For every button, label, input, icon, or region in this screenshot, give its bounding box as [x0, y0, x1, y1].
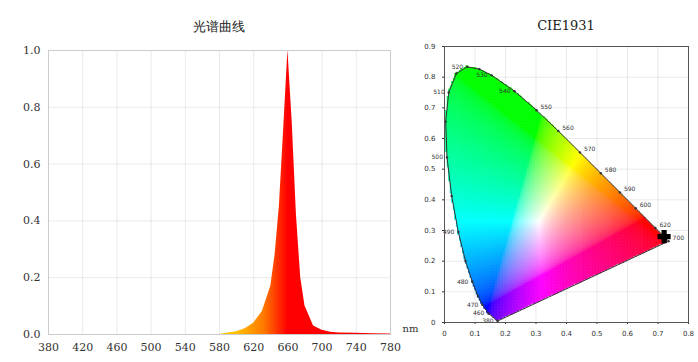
svg-text:0.3: 0.3 [530, 330, 541, 338]
svg-text:0.2: 0.2 [424, 257, 435, 265]
svg-text:580: 580 [209, 341, 230, 354]
svg-text:0.6: 0.6 [424, 135, 436, 143]
svg-text:480: 480 [457, 278, 469, 285]
svg-text:0.8: 0.8 [424, 73, 435, 81]
svg-text:0.2: 0.2 [500, 330, 511, 338]
svg-text:0.1: 0.1 [424, 288, 435, 296]
svg-text:620: 620 [243, 341, 264, 354]
svg-text:580: 580 [605, 166, 617, 173]
svg-text:570: 570 [584, 145, 596, 152]
svg-text:380: 380 [482, 316, 494, 324]
svg-text:0.2: 0.2 [23, 271, 41, 284]
svg-text:0.7: 0.7 [652, 330, 663, 338]
svg-text:780: 780 [380, 341, 401, 354]
svg-text:740: 740 [346, 341, 367, 354]
html-text:光谱曲线: 光谱曲线 [193, 19, 245, 34]
svg-text:700: 700 [673, 234, 685, 241]
svg-text:560: 560 [562, 124, 574, 131]
svg-text:0.5: 0.5 [591, 330, 602, 338]
svg-text:0.1: 0.1 [469, 330, 480, 338]
svg-text:510: 510 [433, 88, 445, 95]
svg-text:nm: nm [403, 323, 419, 334]
svg-text:460: 460 [473, 309, 485, 316]
svg-text:540: 540 [175, 341, 196, 354]
svg-text:700: 700 [312, 341, 333, 354]
svg-text:0.6: 0.6 [622, 330, 634, 338]
svg-text:500: 500 [141, 341, 162, 354]
svg-text:540: 540 [499, 87, 511, 94]
svg-text:0.0: 0.0 [23, 328, 41, 341]
svg-text:0.8: 0.8 [683, 330, 694, 338]
svg-text:500: 500 [432, 153, 444, 160]
svg-text:0.8: 0.8 [23, 101, 41, 114]
svg-text:0.9: 0.9 [424, 43, 435, 51]
svg-text:460: 460 [106, 341, 127, 354]
svg-text:470: 470 [467, 301, 479, 308]
svg-text:0.7: 0.7 [424, 104, 435, 112]
svg-text:520: 520 [452, 63, 464, 70]
svg-text:0.6: 0.6 [23, 158, 41, 171]
svg-text:0.4: 0.4 [23, 214, 41, 227]
svg-text:550: 550 [540, 103, 552, 110]
svg-text:0: 0 [431, 319, 435, 327]
svg-text:0.3: 0.3 [424, 227, 435, 235]
svg-text:530: 530 [476, 71, 488, 78]
html-text:CIE1931: CIE1931 [537, 18, 595, 33]
svg-text:0.4: 0.4 [424, 196, 436, 204]
svg-text:590: 590 [624, 185, 636, 192]
svg-text:660: 660 [277, 341, 298, 354]
svg-text:420: 420 [72, 341, 93, 354]
svg-text:490: 490 [442, 228, 455, 235]
svg-text:380: 380 [38, 341, 59, 354]
svg-text:0.5: 0.5 [424, 165, 435, 173]
svg-text:600: 600 [640, 201, 652, 208]
svg-text:0.4: 0.4 [561, 330, 573, 338]
svg-text:1.0: 1.0 [23, 44, 41, 57]
svg-text:620: 620 [659, 221, 671, 228]
svg-text:0: 0 [442, 330, 446, 338]
